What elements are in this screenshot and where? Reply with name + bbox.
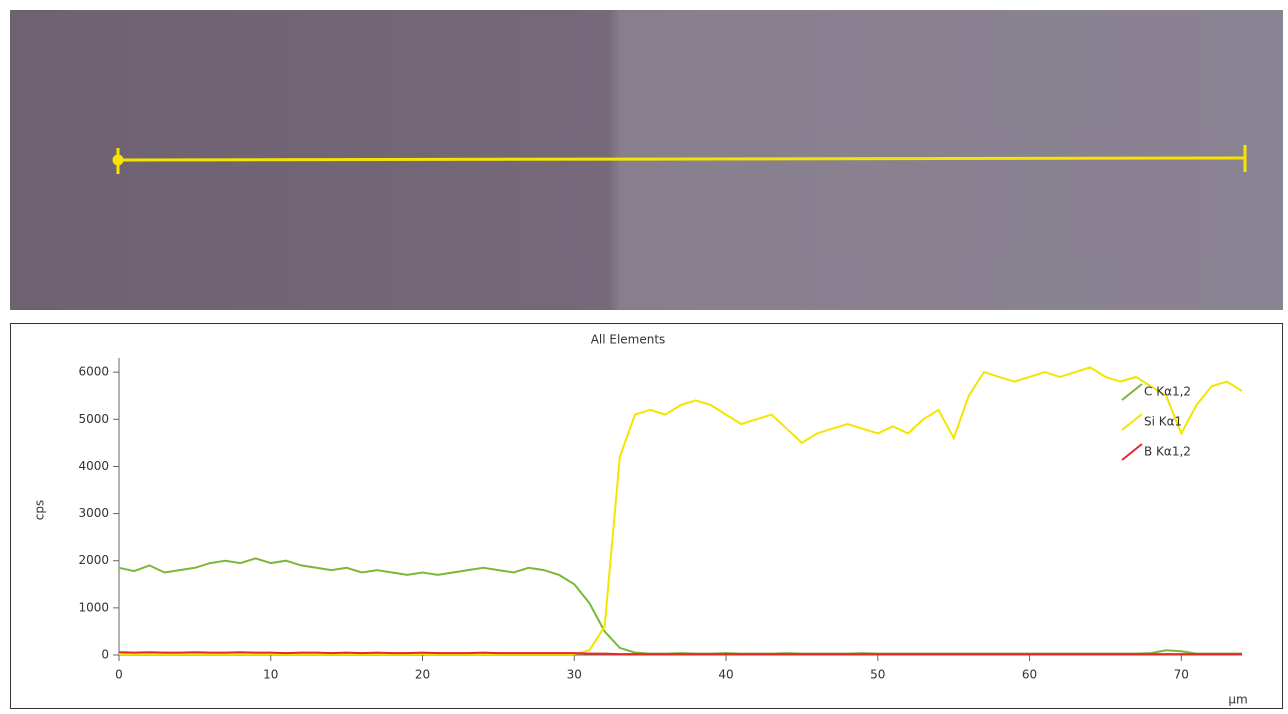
chart-title: All Elements [591,333,666,347]
x-tick-label: 30 [567,668,582,682]
x-tick-label: 0 [115,668,123,682]
legend-label: Si Kα1 [1144,415,1182,429]
y-tick-label: 5000 [78,412,109,426]
y-tick-label: 3000 [78,506,109,520]
scan-path [118,158,1245,160]
x-axis-label: µm [1228,693,1247,707]
screen: All Elements cps µm 01000200030004000500… [0,0,1288,710]
y-axis-label: cps [33,500,47,520]
legend-label: C Kα1,2 [1144,385,1191,399]
x-tick-label: 40 [718,668,733,682]
legend-label: B Kα1,2 [1144,445,1191,459]
y-tick-label: 1000 [78,600,109,614]
x-tick-label: 10 [263,668,278,682]
y-tick-label: 2000 [78,553,109,567]
chart-panel [11,324,1283,709]
y-tick-label: 6000 [78,365,109,379]
y-tick-label: 0 [101,648,109,662]
x-tick-label: 50 [870,668,885,682]
page: {"chart_data": {"type": "line", "title":… [0,0,1288,710]
x-tick-label: 20 [415,668,430,682]
y-tick-label: 4000 [78,459,109,473]
x-tick-label: 70 [1174,668,1189,682]
scan-marker [114,156,122,164]
x-tick-label: 60 [1022,668,1037,682]
